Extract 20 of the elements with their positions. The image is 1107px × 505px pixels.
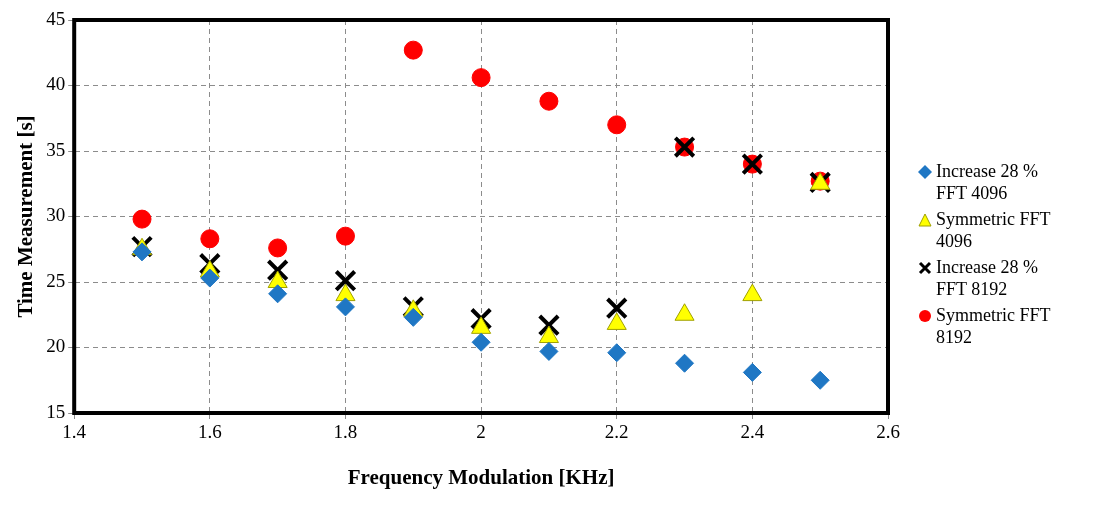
x-tick-label: 2.6 (876, 421, 900, 443)
y-tick-label: 45 (46, 7, 66, 29)
legend-label: Symmetric FFT 8192 (936, 304, 1052, 348)
x-tick-label: 1.6 (197, 421, 222, 443)
x-tick-label: 2.2 (604, 421, 629, 443)
y-tick-label: 15 (46, 400, 66, 422)
y-tick-label: 25 (46, 269, 66, 291)
legend-label: Symmetric FFT 4096 (936, 208, 1052, 252)
y-tick-label: 40 (46, 73, 66, 95)
y-tick-label: 35 (46, 138, 66, 160)
y-tick-label: 30 (46, 204, 66, 226)
x-tick-label: 2 (476, 421, 486, 443)
legend-label: Increase 28 % FFT 8192 (936, 256, 1039, 300)
legend-label: Increase 28 % FFT 4096 (936, 160, 1039, 204)
x-tick-label: 1.8 (333, 421, 358, 443)
x-tick-label: 2.4 (740, 421, 765, 443)
y-tick-label: 20 (46, 335, 66, 357)
y-axis-title: Time Measurement [s] (13, 115, 38, 318)
x-tick-label: 1.4 (62, 421, 87, 443)
x-axis-title: Frequency Modulation [KHz] (347, 464, 615, 489)
